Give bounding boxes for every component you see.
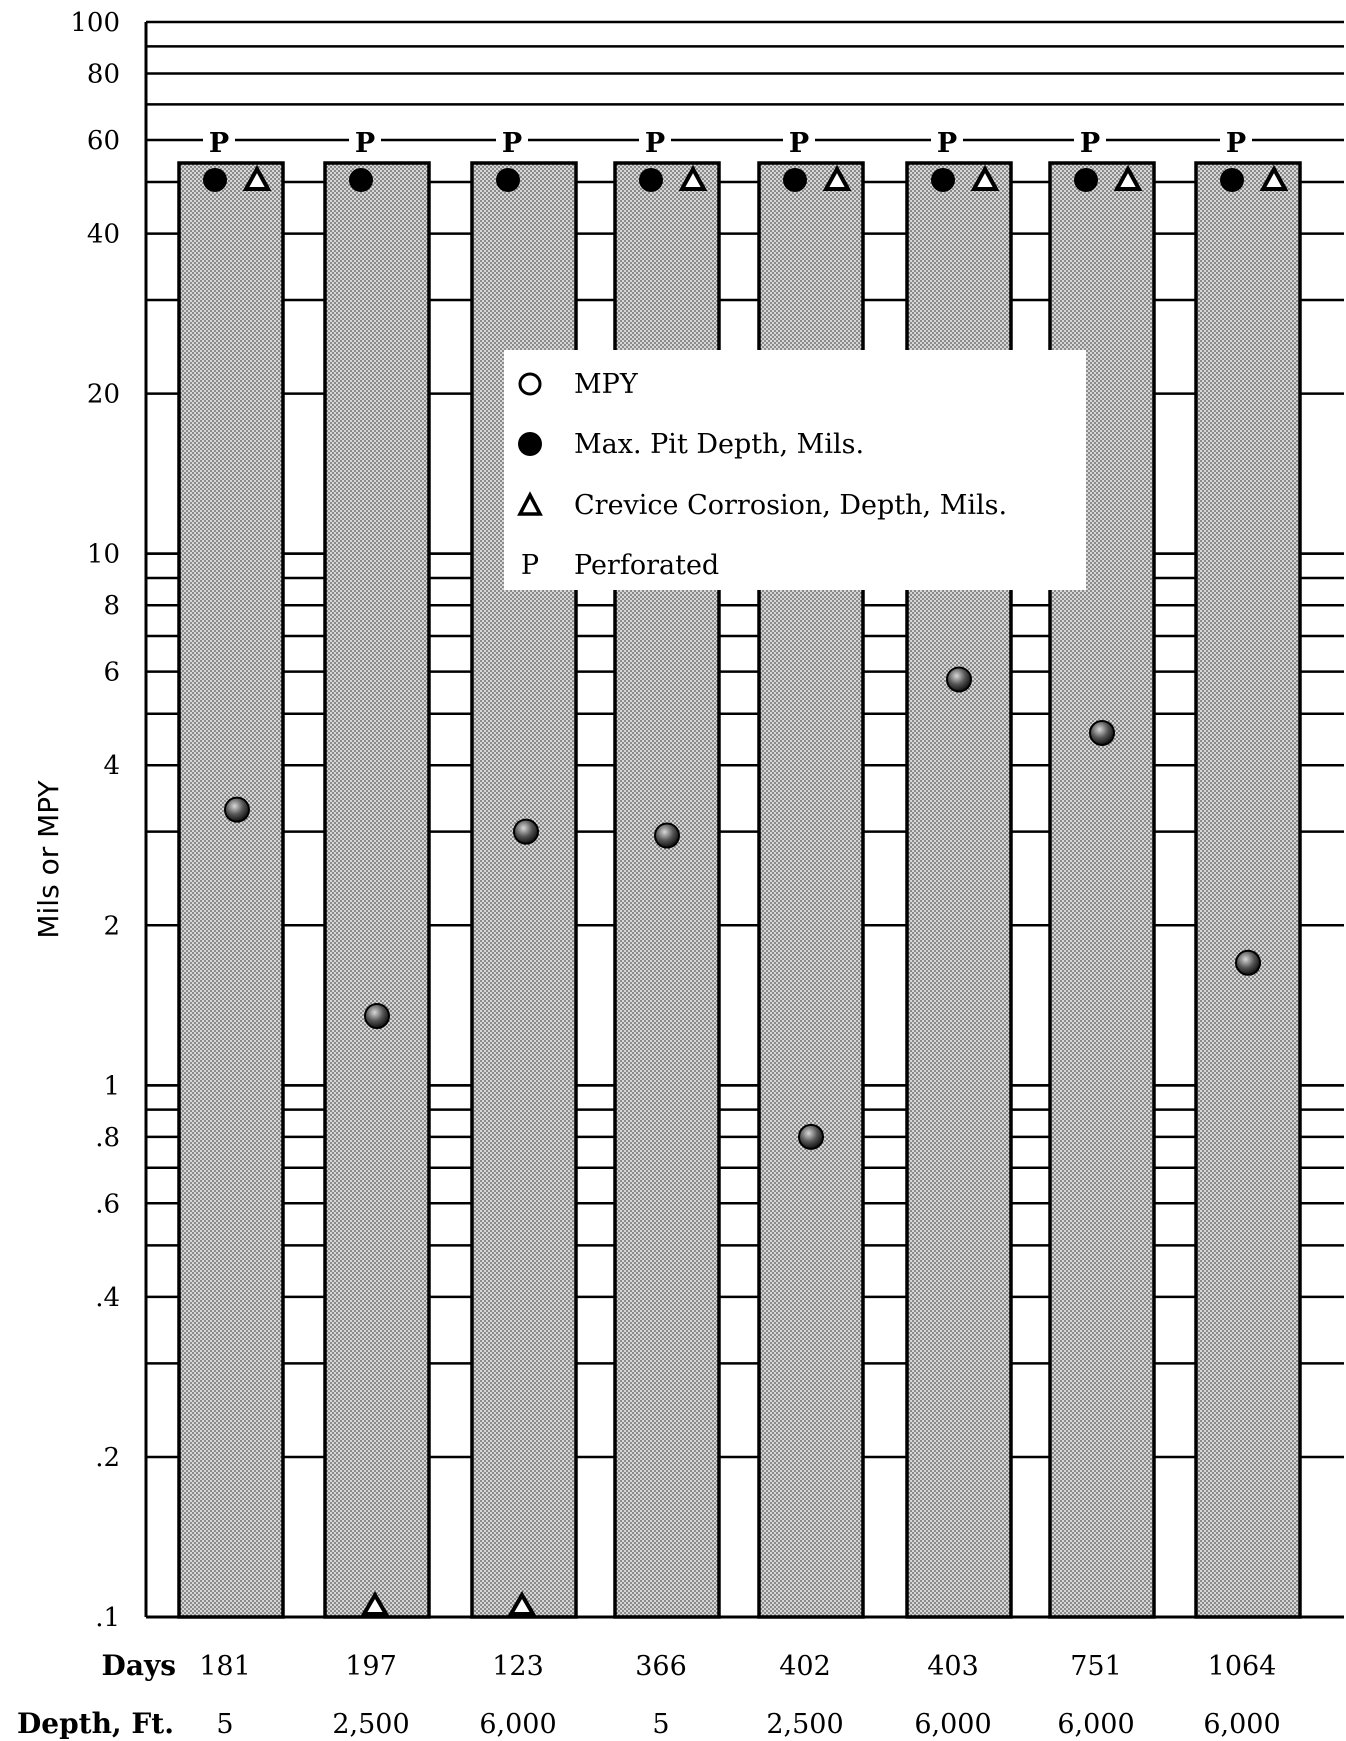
- perforated-label-bg: [496, 129, 528, 155]
- perforated-label-bg: [349, 129, 381, 155]
- days-tick-label: 123: [492, 1651, 544, 1682]
- legend-triangle-icon: [517, 491, 543, 516]
- legend-box: [504, 350, 1086, 590]
- crevice-corrosion-marker: [242, 164, 272, 191]
- perforated-label-bg: [783, 129, 815, 155]
- days-tick-label: 197: [345, 1651, 397, 1682]
- mpy-marker: [513, 818, 539, 845]
- perforated-label: P: [1080, 128, 1100, 159]
- y-tick-label: 40: [87, 220, 120, 250]
- y-tick-label: .1: [95, 1603, 120, 1633]
- crevice-corrosion-marker: [1113, 164, 1143, 191]
- days-row-label: Days: [102, 1649, 176, 1682]
- crevice-corrosion-marker: [822, 164, 852, 191]
- mpy-marker: [364, 1003, 390, 1030]
- legend-label: MPY: [574, 369, 639, 400]
- crevice-corrosion-marker: [360, 1591, 390, 1616]
- legend-label: Crevice Corrosion, Depth, Mils.: [574, 490, 1007, 521]
- perforated-label: P: [1226, 128, 1246, 159]
- bar: [323, 161, 431, 1619]
- days-tick-label: 751: [1070, 1651, 1122, 1682]
- crevice-corrosion-marker: [507, 1591, 537, 1616]
- y-tick-label: 6: [103, 658, 120, 688]
- max-pit-depth-marker: [1074, 168, 1098, 192]
- mpy-marker: [654, 822, 680, 849]
- days-tick-label: 1064: [1208, 1651, 1277, 1682]
- y-tick-label: 100: [70, 8, 120, 38]
- perforated-label-bg: [203, 129, 235, 155]
- legend-label: Max. Pit Depth, Mils.: [574, 429, 864, 460]
- depth-tick-label: 2,500: [766, 1709, 843, 1740]
- y-axis-title: Mils or MPY: [32, 779, 65, 938]
- legend-open-circle-icon: [518, 372, 542, 396]
- legend-filled-circle-icon: [518, 432, 542, 456]
- depth-tick-label: 2,500: [332, 1709, 409, 1740]
- mpy-marker: [798, 1123, 824, 1150]
- y-tick-label: 20: [87, 380, 120, 410]
- depth-row-label: Depth, Ft.: [17, 1707, 174, 1740]
- y-tick-label: 60: [87, 126, 120, 156]
- mpy-marker: [1089, 719, 1115, 746]
- max-pit-depth-marker: [496, 168, 520, 192]
- y-tick-label: 4: [103, 751, 120, 781]
- bar: [177, 161, 285, 1619]
- depth-tick-label: 6,000: [1203, 1709, 1280, 1740]
- perforated-label: P: [209, 128, 229, 159]
- y-tick-label: 1: [103, 1071, 120, 1101]
- perforated-label-bg: [1074, 129, 1106, 155]
- y-tick-label: 80: [87, 60, 120, 90]
- days-tick-label: 403: [927, 1651, 979, 1682]
- perforated-label: P: [937, 128, 957, 159]
- max-pit-depth-marker: [203, 168, 227, 192]
- legend-label: Perforated: [574, 550, 719, 581]
- mpy-marker: [946, 666, 972, 693]
- depth-tick-label: 5: [216, 1709, 233, 1740]
- bar: [1194, 161, 1302, 1619]
- max-pit-depth-marker: [931, 168, 955, 192]
- perforated-label-bg: [1220, 129, 1252, 155]
- max-pit-depth-marker: [639, 168, 663, 192]
- depth-tick-label: 5: [652, 1709, 669, 1740]
- perforated-label: P: [355, 128, 375, 159]
- depth-tick-label: 6,000: [914, 1709, 991, 1740]
- y-tick-label: .2: [95, 1443, 120, 1473]
- crevice-corrosion-marker: [1259, 164, 1289, 191]
- perforated-label: P: [502, 128, 522, 159]
- y-tick-label: .6: [95, 1189, 120, 1219]
- y-tick-label: 10: [87, 540, 120, 570]
- perforated-label: P: [645, 128, 665, 159]
- y-tick-label: 8: [103, 591, 120, 621]
- mpy-marker: [224, 796, 250, 823]
- depth-tick-label: 6,000: [1057, 1709, 1134, 1740]
- crevice-corrosion-marker: [678, 164, 708, 191]
- y-tick-label: .4: [95, 1283, 120, 1313]
- y-tick-label: 2: [103, 911, 120, 941]
- depth-tick-label: 6,000: [479, 1709, 556, 1740]
- legend-p-icon: P: [521, 550, 539, 581]
- days-tick-label: 181: [199, 1651, 251, 1682]
- max-pit-depth-marker: [1220, 168, 1244, 192]
- days-tick-label: 366: [635, 1651, 687, 1682]
- mpy-marker: [1235, 949, 1261, 976]
- max-pit-depth-marker: [783, 168, 807, 192]
- y-tick-label: .8: [95, 1123, 120, 1153]
- max-pit-depth-marker: [349, 168, 373, 192]
- perforated-label-bg: [639, 129, 671, 155]
- markers: [203, 164, 1289, 1616]
- days-tick-label: 402: [779, 1651, 831, 1682]
- crevice-corrosion-marker: [970, 164, 1000, 191]
- labels: P P P P P P P P 100 80 60 40 20 10 8 6 4 2 1 .8 .6 .4 .2 .1 Mils…: [17, 8, 1281, 1740]
- legend: MPY Max. Pit Depth, Mils. Crevice Corrosio…: [504, 350, 1086, 590]
- perforated-label-bg: [931, 129, 963, 155]
- perforated-label: P: [789, 128, 809, 159]
